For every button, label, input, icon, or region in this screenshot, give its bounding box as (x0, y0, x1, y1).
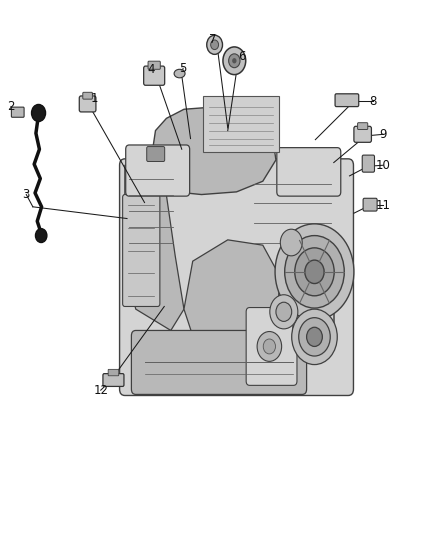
FancyBboxPatch shape (246, 308, 297, 385)
Polygon shape (125, 165, 184, 330)
Text: 12: 12 (93, 384, 108, 397)
Text: 6: 6 (238, 50, 246, 63)
Circle shape (211, 40, 219, 50)
Text: 8: 8 (370, 95, 377, 108)
FancyBboxPatch shape (148, 61, 160, 69)
Polygon shape (184, 240, 280, 346)
Circle shape (276, 302, 292, 321)
FancyBboxPatch shape (277, 148, 341, 196)
FancyBboxPatch shape (131, 330, 307, 394)
FancyBboxPatch shape (335, 94, 359, 107)
FancyBboxPatch shape (126, 145, 190, 196)
FancyBboxPatch shape (83, 92, 92, 99)
FancyBboxPatch shape (11, 107, 24, 117)
Circle shape (35, 229, 47, 243)
Circle shape (232, 58, 237, 63)
Circle shape (307, 327, 322, 346)
FancyBboxPatch shape (354, 126, 371, 142)
FancyBboxPatch shape (108, 369, 119, 376)
Text: 1: 1 (90, 92, 98, 105)
Circle shape (292, 309, 337, 365)
Circle shape (32, 104, 46, 122)
FancyBboxPatch shape (357, 123, 368, 130)
FancyBboxPatch shape (79, 96, 96, 112)
FancyBboxPatch shape (362, 155, 374, 172)
Circle shape (280, 229, 302, 256)
FancyBboxPatch shape (363, 198, 377, 211)
FancyBboxPatch shape (120, 159, 353, 395)
Polygon shape (151, 107, 276, 195)
FancyBboxPatch shape (123, 195, 160, 306)
FancyBboxPatch shape (103, 374, 124, 386)
Circle shape (285, 236, 344, 308)
Text: 2: 2 (7, 100, 15, 113)
Circle shape (229, 54, 240, 68)
FancyBboxPatch shape (203, 96, 279, 152)
Circle shape (295, 248, 334, 296)
Circle shape (207, 35, 223, 54)
Circle shape (299, 318, 330, 356)
Text: 7: 7 (209, 33, 217, 46)
Circle shape (275, 224, 354, 320)
Text: 5: 5 (180, 62, 187, 75)
Circle shape (263, 339, 276, 354)
Circle shape (270, 295, 298, 329)
Text: 4: 4 (147, 63, 155, 76)
Circle shape (223, 47, 246, 75)
Text: 11: 11 (376, 199, 391, 212)
Ellipse shape (174, 69, 185, 78)
Text: 10: 10 (376, 159, 391, 172)
Text: 3: 3 (23, 188, 30, 201)
Circle shape (257, 332, 282, 361)
FancyBboxPatch shape (144, 66, 165, 85)
FancyBboxPatch shape (147, 147, 165, 161)
Circle shape (305, 260, 324, 284)
Text: 9: 9 (379, 128, 387, 141)
